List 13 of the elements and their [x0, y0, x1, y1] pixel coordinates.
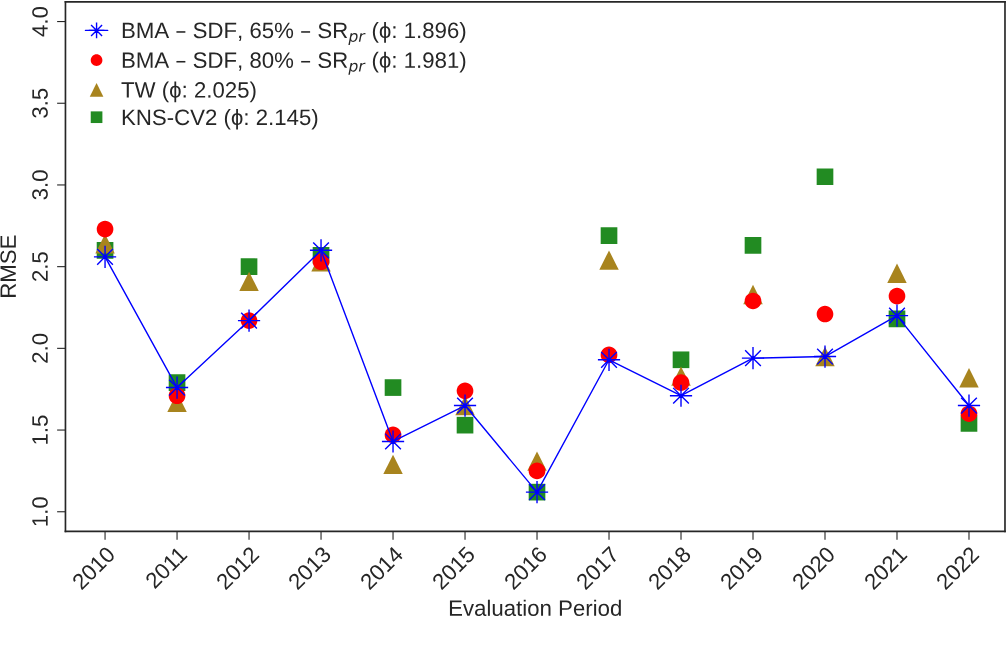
legend-label: KNS-CV2 (ϕ: 2.145)	[122, 108, 318, 130]
legend-label: TW (ϕ: 2.025)	[121, 81, 256, 103]
y-tick-label: 1.0	[32, 497, 48, 526]
y-tick-label: 2.0	[32, 333, 48, 363]
y-tick-label: 2.5	[32, 252, 48, 281]
y-tick-label: 4.0	[32, 6, 48, 37]
legend-label: BMA – SDF, 80% – SR$_{pr}$ (ϕ: 1.981)	[122, 51, 466, 75]
y-axis-title: RMSE	[0, 235, 17, 297]
legend-label: BMA – SDF, 65% – SR$_{pr}$ (ϕ: 1.896)	[122, 21, 466, 45]
y-tick-label: 1.5	[32, 415, 48, 444]
y-tick-label: 3.5	[32, 88, 48, 118]
y-tick-label: 3.0	[32, 170, 48, 200]
x-axis-title: Evaluation Period	[449, 599, 621, 617]
